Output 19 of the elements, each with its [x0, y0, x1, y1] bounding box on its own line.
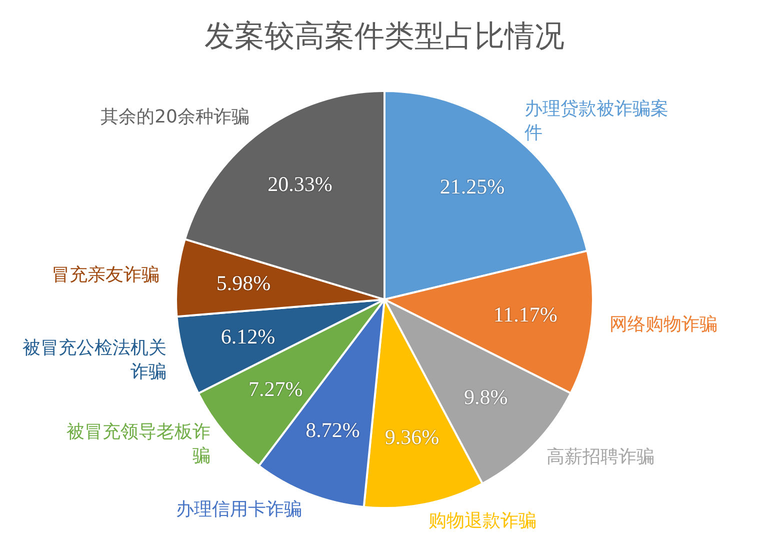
- chart-title: 发案较高案件类型占比情况: [204, 18, 564, 54]
- data-label: 7.27%: [248, 376, 303, 401]
- data-label: 11.17%: [493, 302, 558, 326]
- slice-label: 被冒充领导老板诈骗: [66, 421, 211, 466]
- data-label: 8.72%: [306, 418, 360, 442]
- data-label: 5.98%: [216, 271, 271, 296]
- data-label: 9.36%: [384, 425, 440, 450]
- slice-label: 其余的20余种诈骗: [100, 106, 250, 128]
- slice-label: 高薪招聘诈骗: [546, 446, 654, 468]
- data-label: 6.12%: [220, 324, 276, 348]
- slice-label: 冒充亲友诈骗: [51, 264, 160, 286]
- slice-label: 被冒充公检法机关诈骗: [22, 338, 166, 383]
- data-label: 9.8%: [464, 385, 508, 410]
- data-label: 21.25%: [440, 174, 505, 199]
- slice-label: 办理贷款被诈骗案件: [524, 98, 669, 144]
- slice-label: 办理信用卡诈骗: [176, 499, 302, 520]
- slice-label: 购物退款诈骗: [428, 510, 536, 532]
- slice-label: 网络购物诈骗: [609, 314, 718, 336]
- data-label: 20.33%: [268, 172, 332, 196]
